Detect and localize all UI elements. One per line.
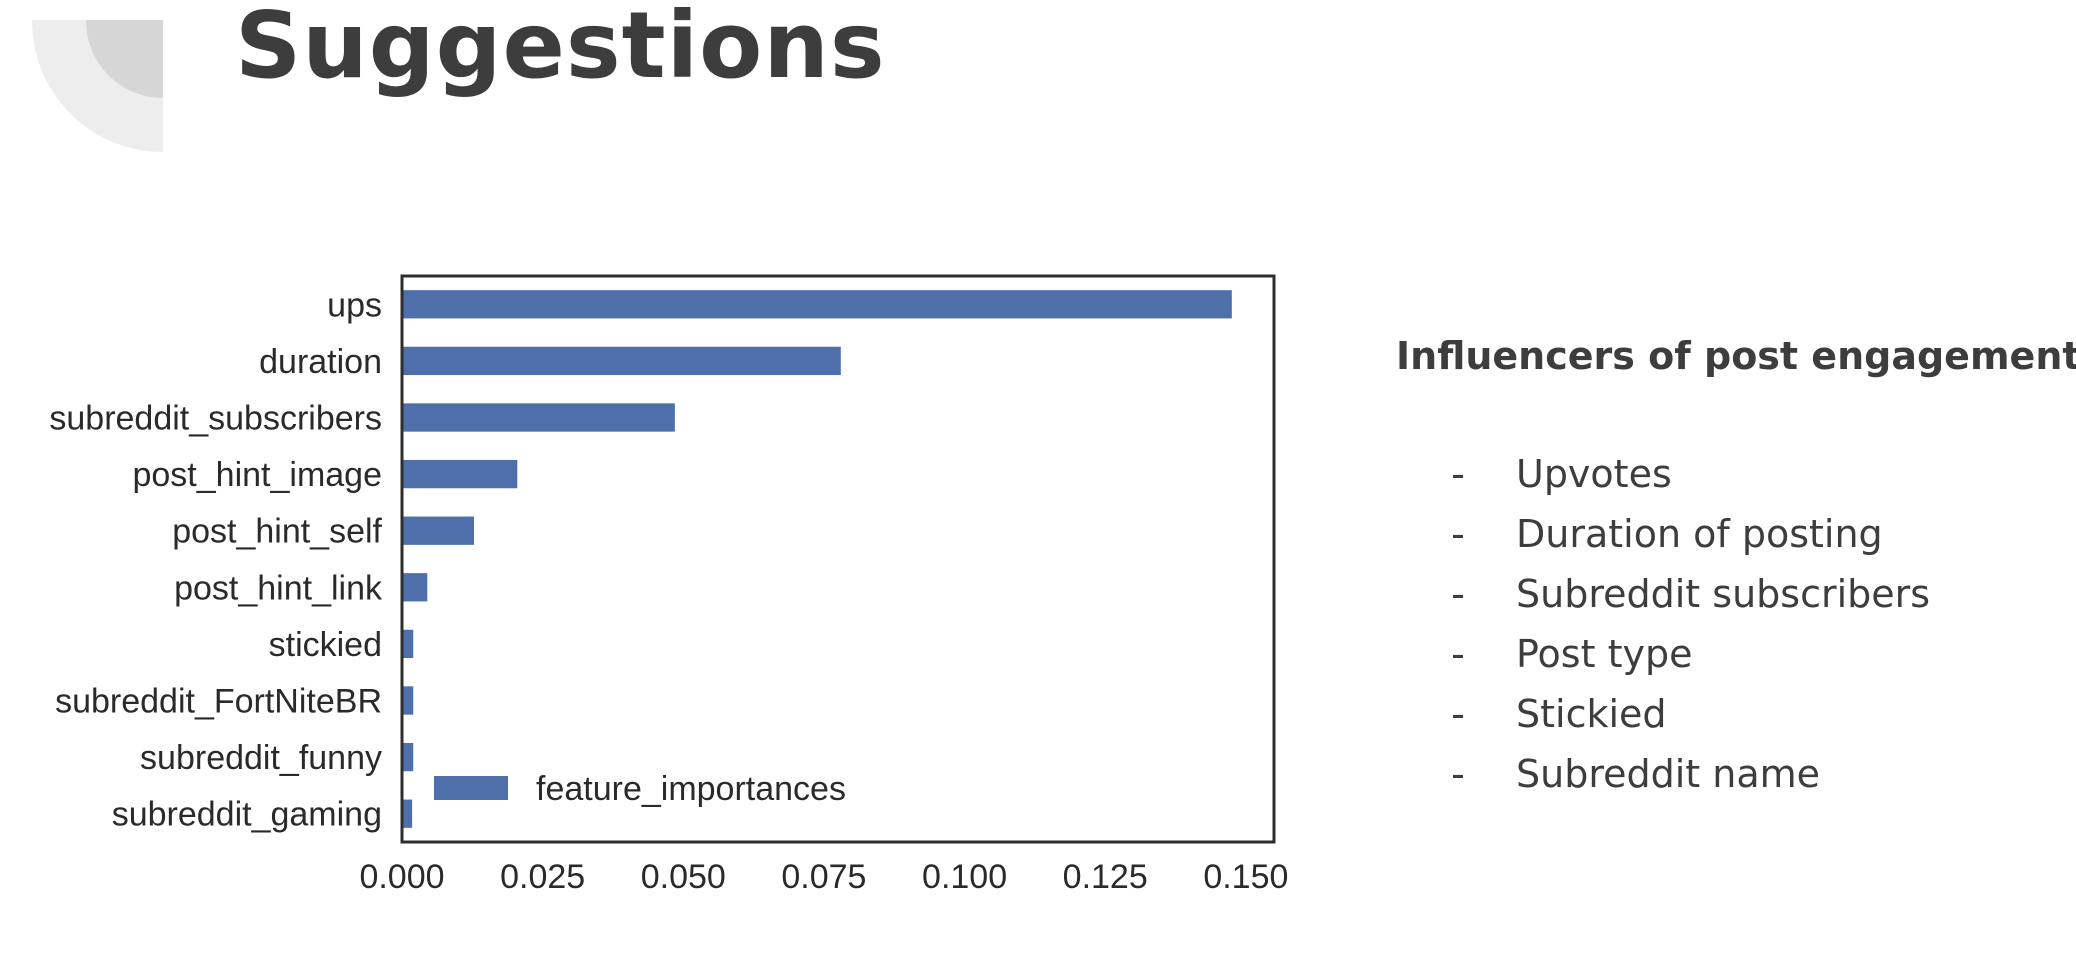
y-tick-label: subreddit_gaming <box>112 796 382 834</box>
slide-title: Suggestions <box>235 0 886 99</box>
legend: feature_importances <box>434 770 846 808</box>
influencers-list: - Upvotes - Duration of posting - Subred… <box>1396 444 2036 804</box>
list-item-label: Subreddit name <box>1516 752 1821 796</box>
list-item: - Duration of posting <box>1396 504 2036 564</box>
y-tick-label: post_hint_image <box>132 456 382 494</box>
y-tick-label: post_hint_link <box>174 569 383 607</box>
y-tick-labels: ups duration subreddit_subscribers post_hin… <box>49 286 383 833</box>
bullet-dash: - <box>1451 752 1465 796</box>
x-tick-label: 0.000 <box>359 858 444 896</box>
x-tick-label: 0.100 <box>922 858 1007 896</box>
bullet-dash: - <box>1451 692 1465 736</box>
y-tick-label: duration <box>259 343 382 381</box>
bar-post_hint_self <box>402 516 475 545</box>
list-item: - Post type <box>1396 624 2036 684</box>
list-item-label: Upvotes <box>1516 452 1672 496</box>
list-item-label: Subreddit subscribers <box>1516 572 1931 616</box>
x-ticks: 0.000 0.025 0.050 0.075 0.100 0.125 0.150 <box>359 858 1288 896</box>
bar-subreddit_subscribers <box>402 403 675 432</box>
bullet-dash: - <box>1451 512 1465 556</box>
bullet-dash: - <box>1451 632 1465 676</box>
legend-label: feature_importances <box>536 770 846 808</box>
bar-post_hint_link <box>402 573 428 602</box>
y-tick-label: subreddit_subscribers <box>49 400 382 438</box>
bar-duration <box>402 346 841 376</box>
list-item: - Upvotes <box>1396 444 2036 504</box>
bar-stickied <box>402 629 414 659</box>
list-item: - Subreddit subscribers <box>1396 564 2036 624</box>
y-tick-label: post_hint_self <box>172 513 382 551</box>
x-tick-label: 0.075 <box>781 858 866 896</box>
influencers-panel: Influencers of post engagement - Upvotes… <box>1396 334 2076 804</box>
list-item-label: Post type <box>1516 632 1693 676</box>
corner-decoration <box>0 0 170 160</box>
bar-subreddit_funny <box>402 742 414 772</box>
x-tick-label: 0.125 <box>1063 858 1148 896</box>
y-tick-label: stickied <box>269 626 382 664</box>
plot-frame <box>400 274 1276 844</box>
list-item: - Subreddit name <box>1396 744 2036 804</box>
bar-subreddit_gaming <box>402 799 413 828</box>
y-tick-label: subreddit_FortNiteBR <box>55 683 382 721</box>
bullet-dash: - <box>1451 452 1465 496</box>
feature-importance-chart: ups duration subreddit_subscribers post_hin… <box>0 250 1310 910</box>
list-item: - Stickied <box>1396 684 2036 744</box>
legend-swatch <box>434 776 508 800</box>
bars-layer <box>402 290 1232 828</box>
panel-heading: Influencers of post engagement <box>1396 334 2076 378</box>
y-tick-label: subreddit_funny <box>140 739 382 777</box>
decoration-inner-arc <box>85 20 163 98</box>
bar-post_hint_image <box>402 459 518 489</box>
bullet-dash: - <box>1451 572 1465 616</box>
x-tick-label: 0.150 <box>1203 858 1288 896</box>
list-item-label: Stickied <box>1516 692 1667 736</box>
x-tick-label: 0.025 <box>500 858 585 896</box>
list-item-label: Duration of posting <box>1516 512 1883 556</box>
chart-svg: ups duration subreddit_subscribers post_hin… <box>49 274 1288 896</box>
y-tick-label: ups <box>327 286 382 324</box>
x-tick-label: 0.050 <box>641 858 726 896</box>
bar-subreddit_FortNiteBR <box>402 686 414 715</box>
bar-ups <box>402 290 1232 319</box>
